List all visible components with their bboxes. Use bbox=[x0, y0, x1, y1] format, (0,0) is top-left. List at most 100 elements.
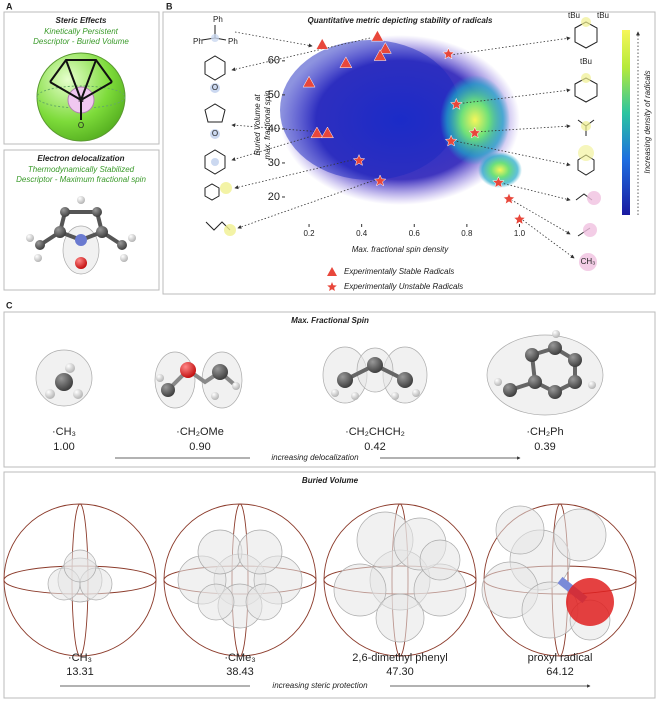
x-tick-label: 0.4 bbox=[356, 229, 368, 238]
species-name: proxyl radical bbox=[528, 652, 593, 664]
y-tick-label: 50 bbox=[268, 89, 280, 101]
species-name: ·CH₃ bbox=[52, 426, 76, 438]
scatter-plot: 0.2 0.4 0.6 0.8 1.0 20 30 40 50 60 Experimentally … bbox=[268, 29, 526, 291]
box-title: Steric Effects bbox=[56, 16, 108, 25]
atom-shell bbox=[245, 583, 283, 621]
legend-marker bbox=[327, 267, 337, 276]
structure-label: tBu bbox=[597, 11, 609, 20]
structure-icons: Ph Ph Ph O O tBu tBu tBu CH₃ bbox=[193, 11, 609, 271]
steric-sphere: N O bbox=[36, 52, 126, 142]
legend-marker bbox=[327, 282, 337, 291]
legend-label: Experimentally Stable Radicals bbox=[344, 267, 454, 276]
structure-label: tBu bbox=[580, 57, 592, 66]
species-value: 47.30 bbox=[386, 666, 414, 678]
species-name: ·CH₃ bbox=[68, 652, 92, 664]
species-value: 64.12 bbox=[546, 666, 574, 678]
star-marker bbox=[492, 176, 505, 189]
box-text: Kinetically Persistent bbox=[44, 27, 119, 36]
atom-shell bbox=[333, 563, 387, 617]
y-tick-label: 40 bbox=[268, 123, 280, 135]
star-marker bbox=[442, 47, 455, 60]
atom: O bbox=[212, 129, 218, 138]
atom-shell bbox=[63, 549, 97, 583]
buried-labels: ·CH₃ 13.31 ·CMe₃ 38.43 2,6-dimethyl phenyl 47… bbox=[66, 652, 592, 678]
arrow-label-bg bbox=[250, 452, 380, 463]
y-axis-label: Buried Volume at bbox=[253, 94, 262, 156]
trend-label: increasing steric protection bbox=[272, 681, 368, 690]
star-marker bbox=[513, 212, 526, 225]
spin-labels: ·CH₃ 1.00 ·CH₂OMe 0.90 ·CH₂CHCH₂ 0.42 ·CH₂Ph 0.… bbox=[52, 426, 564, 453]
y-tick-label: 60 bbox=[268, 55, 280, 67]
triangle-marker bbox=[373, 49, 387, 61]
x-tick-label: 0.6 bbox=[409, 229, 421, 238]
atom-shell bbox=[197, 583, 235, 621]
box-text: Descriptor - Maximum fractional spin bbox=[16, 175, 146, 184]
triangle-marker bbox=[321, 126, 334, 139]
box-text: Thermodynamically Stabilized bbox=[28, 165, 135, 174]
box-title: Electron delocalization bbox=[37, 154, 124, 163]
triangle-marker bbox=[371, 29, 384, 42]
panel-label: B bbox=[166, 1, 173, 11]
panel-box bbox=[3, 11, 160, 145]
y-tick-label: 30 bbox=[268, 157, 280, 169]
spin-molecules bbox=[35, 330, 604, 416]
colorbar bbox=[622, 30, 630, 215]
triangle-marker bbox=[315, 37, 329, 50]
section-title: Max. Fractional Spin bbox=[291, 316, 369, 325]
species-value: 38.43 bbox=[226, 666, 254, 678]
structure-label: CH₃ bbox=[581, 257, 596, 266]
box-text: Descriptor - Buried Volume bbox=[33, 37, 129, 46]
x-tick-label: 0.8 bbox=[461, 229, 473, 238]
species-value: 0.90 bbox=[189, 441, 210, 453]
trend-label: increasing delocalization bbox=[271, 453, 359, 462]
y-tick-label: 20 bbox=[268, 191, 280, 203]
panel-box bbox=[162, 11, 656, 295]
section-title: Buried Volume bbox=[302, 476, 359, 485]
species-name: ·CH₂CHCH₂ bbox=[345, 426, 405, 438]
species-value: 0.42 bbox=[364, 441, 385, 453]
triangle-marker bbox=[302, 75, 316, 88]
star-marker bbox=[444, 134, 458, 147]
panel-label: C bbox=[6, 300, 13, 310]
star-marker bbox=[502, 192, 516, 205]
species-value: 1.00 bbox=[53, 441, 74, 453]
pointer-arrows bbox=[231, 31, 575, 259]
star-marker bbox=[373, 174, 387, 187]
density-cloud bbox=[280, 35, 522, 205]
triangle-marker bbox=[378, 42, 392, 54]
species-name: ·CH₂OMe bbox=[176, 426, 224, 438]
atom-shell bbox=[197, 529, 243, 575]
arrow-label-bg bbox=[250, 680, 390, 691]
species-name: ·CMe₃ bbox=[224, 652, 255, 664]
atom-shell bbox=[237, 529, 283, 575]
atom: O bbox=[78, 121, 84, 130]
y-axis-label: max. fractional spin bbox=[263, 90, 272, 159]
panel-box bbox=[3, 311, 656, 468]
atom-shell bbox=[495, 505, 545, 555]
star-marker bbox=[352, 153, 366, 166]
triangle-marker bbox=[310, 126, 324, 139]
panel-label: A bbox=[6, 1, 13, 11]
species-name: ·CH₂Ph bbox=[526, 426, 563, 438]
structure-label: Ph bbox=[213, 15, 223, 24]
triangle-marker bbox=[339, 56, 353, 68]
structure-label: Ph bbox=[228, 37, 238, 46]
legend-label: Experimentally Unstable Radicals bbox=[344, 282, 463, 291]
star-marker bbox=[449, 97, 463, 110]
panel-box bbox=[3, 149, 160, 291]
buried-spheres bbox=[3, 503, 637, 657]
oxygen-shell bbox=[566, 578, 614, 626]
species-value: 0.39 bbox=[534, 441, 555, 453]
atom-shell bbox=[553, 508, 607, 562]
structure-label: Ph bbox=[193, 37, 203, 46]
x-tick-label: 0.2 bbox=[303, 229, 315, 238]
star-marker bbox=[468, 126, 482, 139]
structure-label: tBu bbox=[568, 11, 580, 20]
atom-shell bbox=[419, 539, 461, 581]
delocalized-molecule bbox=[26, 196, 136, 275]
species-name: 2,6-dimethyl phenyl bbox=[352, 652, 447, 664]
atom: N bbox=[78, 95, 84, 104]
atom-shell bbox=[375, 593, 425, 643]
atom: O bbox=[212, 83, 218, 92]
